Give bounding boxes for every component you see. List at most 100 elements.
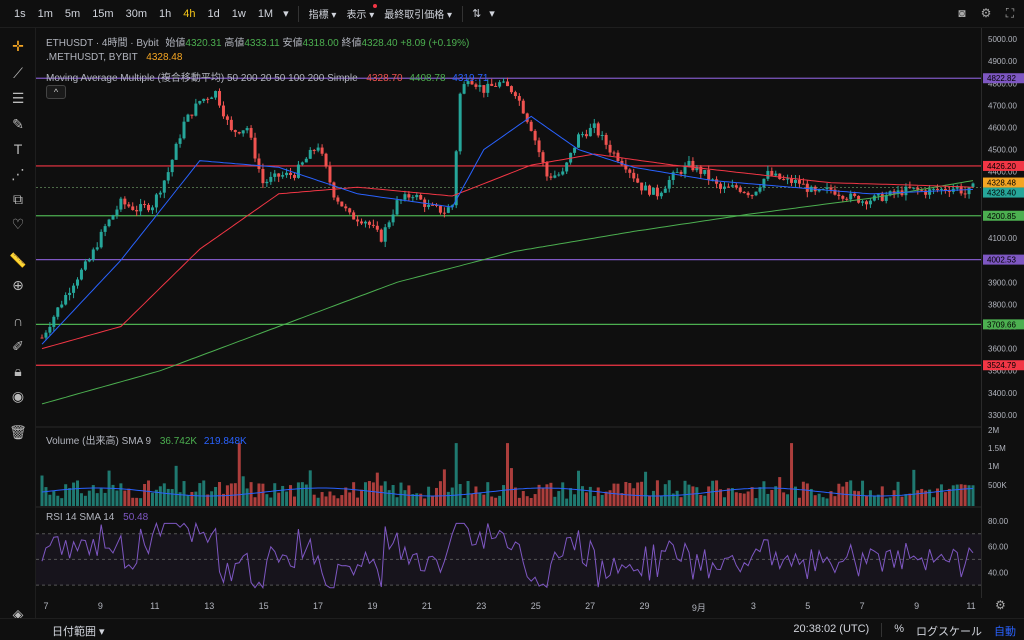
- price-level-tag[interactable]: [983, 187, 1024, 198]
- fib-lines-icon[interactable]: ☰: [11, 89, 25, 106]
- volume-bar: [955, 484, 959, 506]
- price-level-tag[interactable]: [983, 319, 1024, 330]
- timeframe-1w[interactable]: 1w: [231, 7, 246, 20]
- price-level-tag[interactable]: [983, 254, 1024, 265]
- fullscreen-icon[interactable]: ⛶: [1005, 5, 1015, 20]
- price-level-tag[interactable]: [983, 177, 1024, 188]
- candle-body: [521, 100, 525, 114]
- volume-bar: [872, 495, 876, 506]
- price-level-tag[interactable]: [983, 210, 1024, 221]
- close-value: 4328.40: [361, 38, 398, 49]
- pattern-icon[interactable]: ⋰: [11, 165, 25, 182]
- candle-body: [131, 206, 135, 210]
- candle-body: [198, 101, 202, 104]
- heart-icon[interactable]: ♡: [11, 215, 25, 232]
- candle-body: [833, 189, 837, 195]
- candle-body: [963, 193, 967, 195]
- price-axis[interactable]: 5000.00 4900.00 4800.00 4700.00 4600.00 4500.…: [981, 28, 1024, 598]
- utc-clock[interactable]: 20:38:02 (UTC): [793, 623, 870, 635]
- volume-bar: [920, 488, 924, 506]
- candle-body: [56, 307, 60, 317]
- volume-label[interactable]: Volume (出来高) SMA 9: [46, 436, 152, 447]
- ruler-icon[interactable]: 📏: [9, 251, 27, 268]
- layers-icon[interactable]: ◈: [12, 605, 24, 622]
- volume-bar: [506, 443, 509, 506]
- volume-bar: [202, 480, 206, 506]
- log-scale-toggle[interactable]: ログスケール: [916, 626, 982, 638]
- candle-body: [52, 316, 56, 327]
- gear-icon[interactable]: ⚙: [980, 6, 992, 20]
- timeframe-5m[interactable]: 5m: [64, 7, 81, 20]
- volume-bar: [722, 497, 726, 506]
- lock-drawing-icon[interactable]: ✐: [12, 337, 24, 354]
- percent-scale-toggle[interactable]: %: [894, 623, 904, 635]
- candle-body: [379, 229, 383, 242]
- volume-sma-value: 219.848K: [203, 436, 247, 447]
- auto-scale-toggle[interactable]: 自動: [994, 626, 1016, 638]
- volume-bar: [253, 497, 257, 506]
- candle-body: [387, 222, 391, 228]
- date-axis[interactable]: 7 9 11 13 15 17 19 21 23 25 27 29 9月 3 5 7 9 11: [36, 598, 981, 618]
- volume-bar: [178, 492, 182, 506]
- chevron-down-icon[interactable]: ▾: [489, 8, 495, 20]
- trash-icon[interactable]: 🗑︎: [9, 423, 27, 440]
- timeframe-4h[interactable]: 4h: [183, 7, 196, 20]
- candle-body: [797, 179, 801, 184]
- ma-label[interactable]: Moving Average Multiple (複合移動平均) 50 200 …: [46, 73, 358, 84]
- rsi-value: 50.48: [123, 512, 149, 523]
- volume-bar: [95, 493, 99, 506]
- eye-icon[interactable]: ◉: [11, 387, 25, 404]
- settings-sliders-icon[interactable]: ⇅: [472, 8, 482, 20]
- volume-bar: [423, 498, 427, 506]
- date-tick-label: 13: [204, 601, 215, 611]
- forecast-icon[interactable]: ⧉: [13, 190, 23, 207]
- symbol-title[interactable]: ETHUSDT · 4時間 · Bybit: [46, 38, 159, 49]
- volume-bar: [707, 486, 711, 506]
- candle-body: [920, 189, 924, 191]
- volume-bar: [703, 495, 707, 506]
- chart-area[interactable]: [36, 28, 981, 598]
- timeframe-1h[interactable]: 1h: [159, 7, 172, 20]
- camera-icon[interactable]: ◙: [958, 6, 966, 20]
- volume-bar: [513, 487, 517, 506]
- crosshair-icon[interactable]: ✛: [12, 37, 24, 54]
- timeframe-15m[interactable]: 15m: [92, 7, 114, 20]
- price-level-tag[interactable]: [983, 360, 1024, 371]
- indicators-menu[interactable]: 指標 ▾: [308, 10, 337, 21]
- timeframe-1s[interactable]: 1s: [14, 7, 26, 20]
- date-range-label: 日付範囲: [52, 626, 96, 638]
- candle-body: [494, 85, 498, 87]
- price-level-tag-label: 3709.66: [987, 320, 1016, 329]
- text-icon[interactable]: T: [13, 141, 23, 157]
- price-level-tag[interactable]: [983, 160, 1024, 171]
- rsi-label[interactable]: RSI 14 SMA 14: [46, 512, 115, 523]
- price-type-menu[interactable]: 最終取引価格 ▾: [384, 10, 453, 21]
- compare-symbol[interactable]: .METHUSDT, BYBIT: [46, 52, 138, 63]
- lock-icon[interactable]: 🔒︎: [14, 362, 22, 379]
- timeframe-1m[interactable]: 1m: [37, 7, 53, 20]
- collapse-legend-button[interactable]: ^: [46, 85, 66, 99]
- volume-bar: [431, 495, 435, 506]
- magnet-icon[interactable]: ∩: [12, 313, 24, 329]
- trendline-icon[interactable]: ⟋: [13, 64, 23, 81]
- zoom-in-icon[interactable]: ⊕: [12, 276, 24, 293]
- price-axis-svg[interactable]: 5000.00 4900.00 4800.00 4700.00 4600.00 4500.…: [982, 28, 1024, 598]
- date-tick-label: 7: [859, 601, 865, 611]
- timeframe-1d[interactable]: 1d: [207, 7, 220, 20]
- chevron-down-icon[interactable]: ▾: [283, 8, 289, 20]
- candle-body: [127, 204, 131, 207]
- settings-gear-icon[interactable]: ⚙: [995, 598, 1006, 612]
- candle-body: [663, 188, 667, 193]
- date-range-button[interactable]: 日付範囲 ▾: [52, 626, 105, 638]
- display-menu[interactable]: 表示 ▾: [341, 4, 379, 21]
- candle-body: [123, 198, 127, 205]
- brush-icon[interactable]: ✎: [12, 115, 24, 132]
- volume-bar: [857, 491, 861, 506]
- timeframe-30m[interactable]: 30m: [125, 7, 147, 20]
- timeframe-1M[interactable]: 1M: [257, 7, 274, 20]
- display-label: 表示: [346, 10, 367, 21]
- price-chart-svg[interactable]: [36, 28, 981, 598]
- price-level-tag[interactable]: [983, 73, 1024, 84]
- candle-body: [218, 91, 222, 106]
- candle-body: [726, 186, 730, 188]
